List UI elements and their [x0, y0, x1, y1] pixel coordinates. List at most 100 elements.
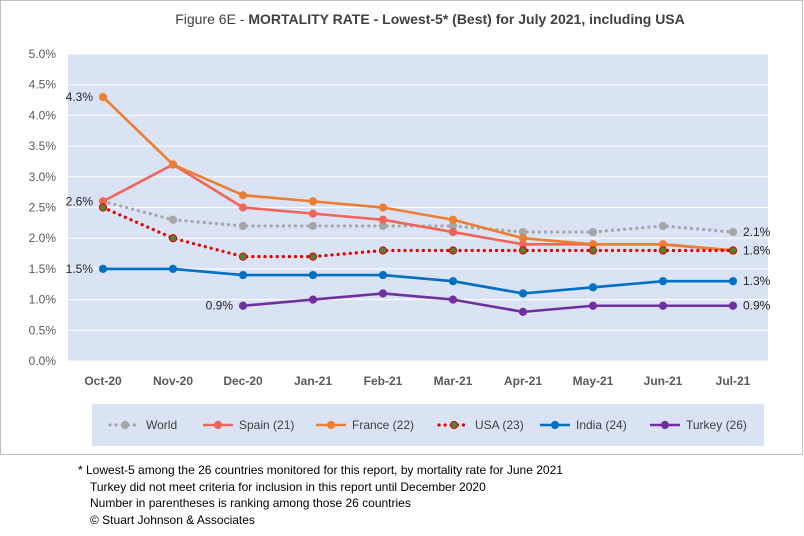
y-tick-label: 1.0%: [29, 293, 57, 307]
x-tick-label: Jun-21: [644, 374, 683, 388]
y-tick-label: 5.0%: [29, 47, 57, 61]
series-line: [103, 267, 733, 295]
legend-label: India (24): [576, 418, 627, 432]
data-point: [238, 191, 248, 200]
gridlines: [68, 53, 768, 362]
x-tick-label: Mar-21: [434, 374, 473, 388]
legend-marker: [449, 420, 459, 430]
data-label: 1.3%: [743, 274, 771, 288]
x-tick-label: Nov-20: [153, 374, 193, 388]
data-point: [238, 203, 248, 212]
chart-title-main: MORTALITY RATE - Lowest-5* (Best) for Ju…: [248, 11, 684, 27]
x-tick-label: Oct-20: [84, 374, 122, 388]
series-lines: [98, 92, 738, 316]
data-point: [448, 295, 458, 304]
data-point: [658, 246, 668, 255]
data-point: [238, 301, 248, 310]
x-tick-label: Dec-20: [223, 374, 263, 388]
series-line: [102, 96, 734, 252]
legend-label: World: [146, 418, 177, 432]
footnotes: * Lowest-5 among the 26 countries monito…: [78, 462, 563, 528]
footnote-4: © Stuart Johnson & Associates: [90, 512, 255, 527]
x-tick-label: Jul-21: [716, 374, 751, 388]
footnote-2: Turkey did not meet criteria for inclusi…: [90, 479, 486, 494]
y-tick-label: 3.5%: [29, 139, 57, 153]
data-point: [238, 252, 248, 261]
data-label: 1.5%: [66, 262, 94, 276]
x-tick-label: Jan-21: [294, 374, 332, 388]
data-point: [658, 221, 668, 231]
y-tick-label: 2.5%: [29, 201, 57, 215]
series-india-24: [98, 264, 738, 298]
data-label: 0.9%: [206, 299, 234, 313]
data-point: [98, 203, 108, 212]
legend-item: Spain (21): [203, 418, 294, 432]
legend-label: Spain (21): [239, 418, 294, 432]
chart-title-prefix: Figure 6E -: [175, 11, 248, 27]
legend-item: World: [108, 418, 177, 432]
legend-marker: [326, 420, 336, 430]
data-point: [588, 301, 598, 310]
x-tick-label: Feb-21: [364, 374, 403, 388]
series-france-22: [98, 92, 738, 255]
y-axis-ticks: 0.0% 0.5% 1.0% 1.5% 2.0% 2.5% 3.0% 3.5% 4.0% 4.5%…: [29, 47, 57, 368]
data-point: [658, 277, 668, 286]
y-tick-label: 4.0%: [29, 108, 57, 122]
data-point: [308, 270, 318, 280]
data-point: [378, 246, 388, 255]
data-label: 2.1%: [743, 225, 771, 239]
data-point: [168, 264, 178, 273]
legend-marker: [213, 420, 223, 430]
footnote-3: Number in parentheses is ranking among t…: [90, 496, 411, 510]
data-point: [308, 209, 318, 218]
data-point: [378, 289, 388, 298]
legend-label: France (22): [352, 418, 414, 432]
data-point: [588, 246, 598, 255]
chart-title: Figure 6E - MORTALITY RATE - Lowest-5* (…: [175, 11, 685, 27]
series-line: [242, 292, 733, 314]
x-axis-ticks: Oct-20 Nov-20 Dec-20 Jan-21 Feb-21 Mar-21 Apr-…: [84, 374, 750, 388]
data-point: [378, 270, 388, 280]
y-tick-label: 4.5%: [29, 78, 57, 92]
footnote-1: * Lowest-5 among the 26 countries monito…: [78, 463, 563, 477]
data-point: [168, 215, 178, 224]
legend-marker: [550, 420, 560, 430]
data-point: [308, 295, 318, 304]
y-tick-label: 1.5%: [29, 262, 57, 276]
y-tick-label: 0.5%: [29, 323, 57, 337]
data-point: [378, 215, 388, 224]
legend-item: Turkey (26): [650, 418, 747, 432]
data-point: [588, 227, 598, 237]
series-turkey-26: [238, 289, 738, 316]
data-point: [448, 227, 458, 237]
data-point: [448, 277, 458, 286]
legend-marker: [120, 420, 130, 430]
chart: Figure 6E - MORTALITY RATE - Lowest-5* (…: [29, 11, 771, 446]
data-point: [728, 277, 738, 286]
data-point: [728, 227, 738, 237]
legend-label: Turkey (26): [686, 418, 747, 432]
data-point: [658, 301, 668, 310]
data-label: 0.9%: [743, 299, 771, 313]
y-tick-label: 3.0%: [29, 170, 57, 184]
data-point: [238, 221, 248, 231]
x-tick-label: Apr-21: [504, 374, 542, 388]
legend-items: World Spain (21) France (22) USA (23) India …: [108, 418, 747, 432]
data-point: [308, 221, 318, 231]
data-point: [308, 197, 318, 206]
data-point: [378, 203, 388, 212]
data-point: [308, 252, 318, 261]
data-point: [448, 215, 458, 224]
legend-item: USA (23): [437, 418, 524, 432]
data-point: [728, 301, 738, 310]
legend-item: France (22): [316, 418, 414, 432]
data-point: [518, 246, 528, 255]
data-point: [518, 289, 528, 298]
data-labels: 4.3% 2.6% 1.5% 0.9% 2.1% 1.8% 1.3% 0.9%: [66, 90, 771, 313]
legend-marker: [660, 420, 670, 430]
data-point: [168, 160, 178, 169]
data-point: [168, 234, 178, 243]
data-label: 2.6%: [66, 194, 94, 208]
data-point: [518, 234, 528, 243]
y-tick-label: 2.0%: [29, 231, 57, 245]
